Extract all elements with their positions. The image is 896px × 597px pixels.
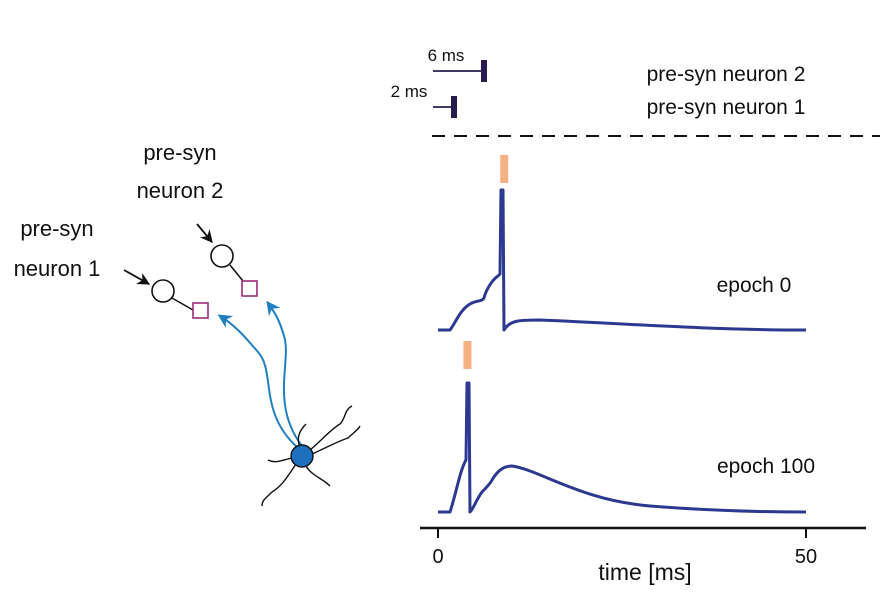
neuron1-label-line1: pre-syn xyxy=(20,216,93,241)
delay1-label: 2 ms xyxy=(391,82,428,101)
input-timing: 6 ms 2 ms pre-syn neuron 2 pre-syn neuro… xyxy=(391,46,880,137)
synapse2 xyxy=(241,280,258,297)
x-tick-label-50: 50 xyxy=(795,546,817,568)
presyn-neuron1 xyxy=(151,279,175,303)
epoch100-label: epoch 100 xyxy=(717,455,815,478)
neuron2-axon xyxy=(229,264,244,282)
dendrite-to-synapse2 xyxy=(266,300,303,447)
time-axis: 0 50 time [ms] xyxy=(420,526,866,585)
delay2-label: 6 ms xyxy=(428,46,465,65)
row1-label: pre-syn neuron 1 xyxy=(647,96,806,119)
neuron2-label-line1: pre-syn xyxy=(143,140,216,165)
neuron1-label-line2: neuron 1 xyxy=(14,256,101,281)
output-spike-marker-epoch0 xyxy=(500,155,509,183)
synapse1 xyxy=(192,302,209,319)
neuron2-input-arrow xyxy=(196,223,213,243)
schematic: pre-syn neuron 1 pre-syn neuron 2 xyxy=(14,140,361,507)
trace-panel-epoch0: epoch 0 xyxy=(438,155,807,332)
neuron2-input-spike xyxy=(481,60,487,82)
voltage-trace-epoch0 xyxy=(438,188,807,332)
neuron2-label-line2: neuron 2 xyxy=(137,178,224,203)
presyn-neuron2 xyxy=(210,244,234,268)
x-tick-label-0: 0 xyxy=(432,546,443,568)
neuron1-axon xyxy=(171,297,194,311)
trace-panel-epoch100: epoch 100 xyxy=(438,341,815,514)
neuron1-input-arrow xyxy=(123,269,151,285)
voltage-trace-epoch100 xyxy=(438,381,807,514)
epoch0-label: epoch 0 xyxy=(717,274,792,297)
postsyn-neuron-soma xyxy=(290,444,314,468)
row2-label: pre-syn neuron 2 xyxy=(647,63,806,86)
output-spike-marker-epoch100 xyxy=(463,341,472,369)
x-axis-label: time [ms] xyxy=(598,559,691,585)
dendrite-to-synapse1 xyxy=(217,314,299,449)
neuron1-input-spike xyxy=(451,96,457,118)
